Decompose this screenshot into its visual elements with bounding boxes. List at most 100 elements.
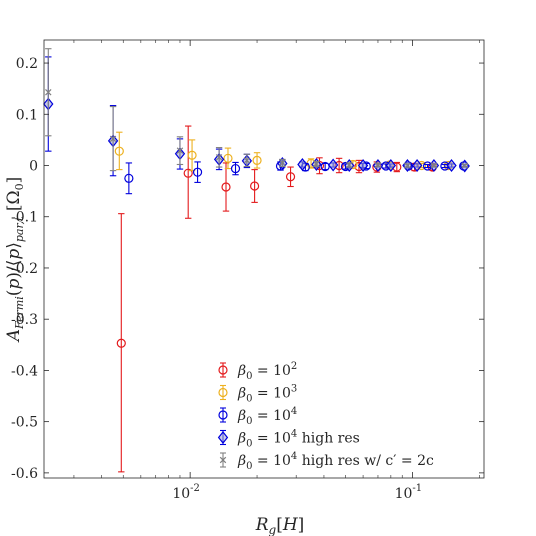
y-tick-label: -0.6 xyxy=(11,466,38,482)
x-tick-label-base: 10 xyxy=(172,486,190,502)
data-point xyxy=(346,161,353,169)
data-point xyxy=(430,162,438,169)
y-tick-label: 0.2 xyxy=(16,56,38,72)
data-point xyxy=(114,146,124,156)
x-axis-label-unit: [ xyxy=(276,515,283,535)
data-point xyxy=(313,160,320,168)
data-point xyxy=(183,168,193,178)
legend-label-mid: = 10 xyxy=(252,453,290,469)
legend-label: β0 = 103 xyxy=(237,384,297,405)
data-point-stroke xyxy=(461,162,468,169)
data-point xyxy=(109,135,117,143)
data-point xyxy=(221,182,231,192)
legend-marker xyxy=(218,365,228,375)
data-point xyxy=(279,159,286,167)
series-4 xyxy=(45,48,468,172)
x-axis-label-unit-close: ] xyxy=(298,515,305,535)
legend-label-sup: 4 xyxy=(291,451,297,462)
x-tick-label: 10-2 xyxy=(172,483,200,502)
y-tick-label: -0.4 xyxy=(11,363,38,379)
data-point-stroke xyxy=(313,160,320,168)
y-tick-label: 0.1 xyxy=(16,107,38,123)
data-point xyxy=(243,157,251,164)
data-point-stroke xyxy=(215,154,223,161)
legend-label-prefix: β xyxy=(237,408,246,424)
data-point xyxy=(327,158,339,172)
legend-entry: β0 = 102 xyxy=(218,361,297,382)
data-point xyxy=(404,162,411,169)
data-point-stroke xyxy=(404,162,411,169)
legend-label-sup: 2 xyxy=(291,361,297,372)
x-tick-label-exponent: -1 xyxy=(412,483,422,494)
data-point-stroke xyxy=(109,135,117,143)
legend-label-suffix: high res w/ c′ = 2c xyxy=(297,453,434,469)
x-axis-label-sub: g xyxy=(269,523,277,536)
y-axis-label: AFermi(p)/⟨p⟩par,t [Ω0] xyxy=(4,177,26,343)
data-point xyxy=(357,159,369,172)
x-tick-label-base: 10 xyxy=(395,486,413,502)
legend-marker xyxy=(219,456,227,464)
legend-label-sub: 0 xyxy=(246,461,252,472)
data-point xyxy=(124,173,134,183)
data-point xyxy=(446,159,457,172)
legend-label-sup: 3 xyxy=(291,384,297,395)
plot-area xyxy=(43,48,470,473)
data-point xyxy=(250,181,260,191)
data-point xyxy=(285,172,296,182)
legend-label-mid: = 10 xyxy=(252,408,290,424)
legend-label-sub: 0 xyxy=(246,439,252,450)
legend-marker xyxy=(217,431,229,444)
data-point xyxy=(385,159,397,172)
legend-label-suffix: high res xyxy=(297,431,360,447)
legend-label-prefix: β xyxy=(237,386,246,402)
legend-entry: β0 = 104 high res xyxy=(217,429,360,450)
y-tick-label: -0.1 xyxy=(11,210,38,226)
y-axis-label-group: AFermi(p)/⟨p⟩par,t [Ω0] xyxy=(4,177,26,343)
data-point xyxy=(461,162,468,169)
legend-label-mid: = 10 xyxy=(252,431,290,447)
data-point xyxy=(252,155,262,165)
data-point xyxy=(374,161,382,169)
ticks: 0.20.10-0.1-0.2-0.3-0.4-0.5-0.610-2 10-1 xyxy=(11,40,484,502)
data-point-stroke xyxy=(176,147,184,154)
data-point xyxy=(215,154,223,161)
legend-marker xyxy=(218,410,228,420)
y-tick-label: -0.3 xyxy=(11,312,38,328)
data-point-stroke xyxy=(346,161,353,169)
legend-marker xyxy=(218,387,228,398)
legend-entry: β0 = 104 high res w/ c′ = 2c xyxy=(219,451,434,472)
legend-label-prefix: β xyxy=(237,453,246,469)
legend-label-prefix: β xyxy=(237,431,246,447)
y-tick-label: -0.5 xyxy=(11,415,38,431)
data-point xyxy=(116,338,126,348)
data-point xyxy=(320,161,330,172)
legend-label-sub: 0 xyxy=(246,371,252,382)
data-point xyxy=(297,158,308,171)
legend-label-mid: = 10 xyxy=(252,386,290,402)
x-axis-label: Rg[H] xyxy=(255,515,305,536)
legend-label: β0 = 104 xyxy=(237,406,297,427)
legend-label: β0 = 104 high res w/ c′ = 2c xyxy=(237,451,434,472)
legend-marker-stroke xyxy=(219,456,227,464)
plot-frame xyxy=(43,39,485,479)
data-point-stroke xyxy=(45,89,52,96)
x-tick-label-exponent: -2 xyxy=(190,483,200,494)
y-tick-label: 0 xyxy=(29,159,38,175)
data-point-stroke xyxy=(243,157,251,164)
data-point xyxy=(176,147,184,154)
data-point xyxy=(230,163,241,174)
legend-label-sup: 4 xyxy=(291,406,297,417)
data-point-stroke xyxy=(279,159,286,167)
legend-label-sup: 4 xyxy=(291,429,297,440)
legend-entry: β0 = 104 xyxy=(218,406,297,427)
legend-label-prefix: β xyxy=(237,363,246,379)
plot-background xyxy=(44,40,484,478)
data-point xyxy=(411,159,423,172)
data-point xyxy=(223,153,233,163)
legend-label: β0 = 102 xyxy=(237,361,297,382)
legend-entry: β0 = 103 xyxy=(218,384,297,405)
x-tick-label: 10-1 xyxy=(395,483,423,502)
legend-label: β0 = 104 high res xyxy=(237,429,360,450)
